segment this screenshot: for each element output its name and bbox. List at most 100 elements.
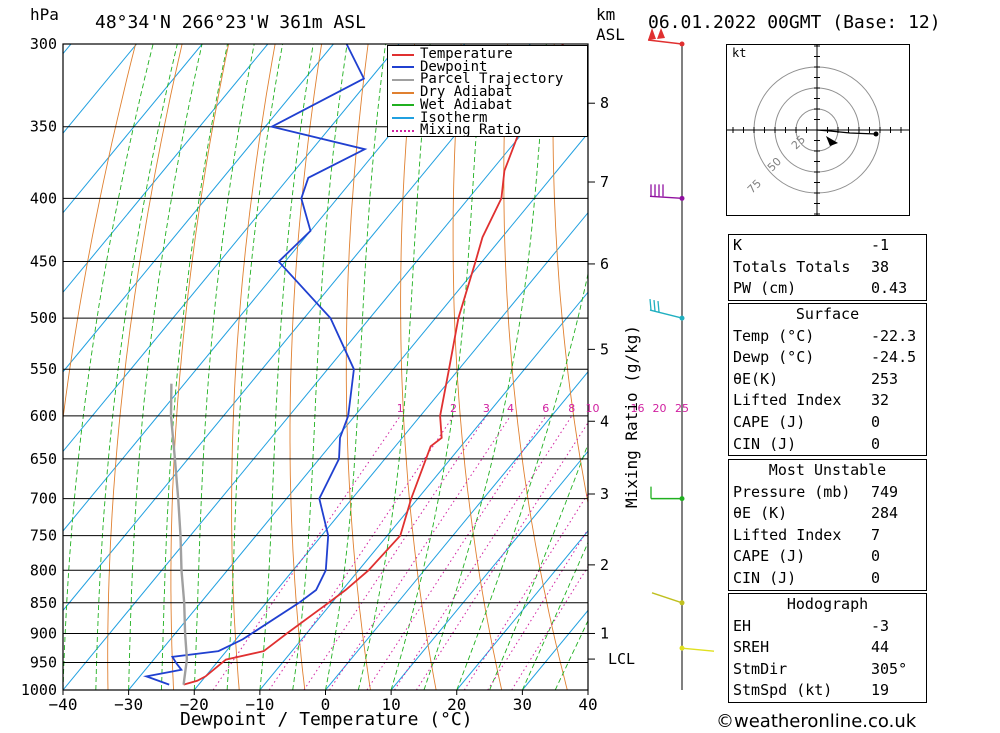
legend-label: Wet Adiabat xyxy=(420,96,513,113)
legend-entry: Dry Adiabat xyxy=(392,84,513,101)
tt-label: Totals Totals xyxy=(733,257,851,276)
mixing-ratio-label: 2 xyxy=(450,402,457,415)
surface-cape-value: 0 xyxy=(871,412,881,431)
hodograph-panel xyxy=(726,44,910,216)
hodograph-unit: kt xyxy=(732,46,747,60)
mixing-ratio-line xyxy=(415,421,588,690)
legend-label: Dry Adiabat xyxy=(420,84,513,101)
mixing-ratio-label: 4 xyxy=(507,402,514,415)
pw-label: PW (cm) xyxy=(733,279,797,298)
eh-value: -3 xyxy=(871,616,890,635)
isotherm-line xyxy=(63,52,588,690)
wet-adiabat-line xyxy=(259,44,314,690)
pressure-tick-label: 300 xyxy=(30,35,57,53)
wet-adiabat-line xyxy=(423,44,547,690)
height-tick-label: 5 xyxy=(600,340,609,358)
pressure-tick-label: 350 xyxy=(30,118,57,136)
dry-adiabat-line xyxy=(973,44,1000,690)
sreh-label: SREH xyxy=(733,638,770,657)
mixing-ratio-label: 20 xyxy=(653,402,667,415)
stmspd-label: StmSpd (kt) xyxy=(733,681,833,700)
dry-adiabat-line xyxy=(170,44,230,690)
wet-adiabat-line xyxy=(554,619,588,690)
legend-entry: Isotherm xyxy=(392,111,487,125)
mu-pressure-label: Pressure (mb) xyxy=(733,482,851,501)
pressure-tick-label: 900 xyxy=(30,624,57,642)
temperature-line xyxy=(183,44,564,686)
isotherm-line xyxy=(63,44,466,532)
tt-value: 38 xyxy=(871,257,890,276)
legend-label: Mixing Ratio xyxy=(420,122,522,139)
temperature-tick-label: 10 xyxy=(381,695,400,714)
legend-entry: Mixing Ratio xyxy=(392,122,522,139)
surface-li-label: Lifted Index xyxy=(733,391,842,410)
pressure-unit: hPa xyxy=(30,5,59,24)
mu-pressure-value: 749 xyxy=(871,482,899,501)
legend-entry: Dewpoint xyxy=(392,58,488,75)
mu-cape-value: 0 xyxy=(871,547,881,566)
surface-table: Surface Temp (°C) -22.3 Dewp (°C) -24.5 θE… xyxy=(728,303,927,457)
temperature-tick-label: −30 xyxy=(114,695,143,714)
pressure-tick-label: 450 xyxy=(30,253,57,271)
pressure-tick-label: 800 xyxy=(30,561,57,579)
surface-temp-value: -22.3 xyxy=(871,326,917,345)
mixing-ratio-label: 8 xyxy=(568,402,575,415)
mu-cin-value: 0 xyxy=(871,568,881,587)
wet-adiabat-line xyxy=(292,44,348,690)
height-unit: km xyxy=(596,5,616,24)
temperature-tick-label: −20 xyxy=(180,695,209,714)
mu-title: Most Unstable xyxy=(768,461,887,479)
isotherm-line xyxy=(63,44,137,134)
copyright[interactable]: ©weatheronline.co.uk xyxy=(716,711,917,732)
temperature-tick-label: 20 xyxy=(447,695,466,714)
pressure-tick-label: 850 xyxy=(30,594,57,612)
legend-swatch xyxy=(392,53,414,56)
mixing-ratio-label: 10 xyxy=(586,402,600,415)
height-unit-asl: ASL xyxy=(596,25,625,44)
surface-cape-label: CAPE (J) xyxy=(733,412,806,431)
wet-adiabat-line xyxy=(128,44,203,690)
height-tick-label: 7 xyxy=(600,173,609,191)
mu-cin-label: CIN (J) xyxy=(733,568,797,587)
hodo-title: Hodograph xyxy=(786,595,869,613)
legend-entry: Parcel Trajectory xyxy=(392,72,563,86)
dewpoint-line xyxy=(142,44,368,686)
stmdir-label: StmDir xyxy=(733,659,788,678)
wet-adiabat-line xyxy=(63,44,154,690)
mixing-ratio-label: 25 xyxy=(675,402,689,415)
height-tick-label: 3 xyxy=(600,485,609,503)
plot-frame xyxy=(62,43,589,691)
stmdir-value: 305° xyxy=(871,659,908,678)
dry-adiabat-line xyxy=(63,44,137,422)
legend-swatch xyxy=(392,104,414,107)
legend-entry: Wet Adiabat xyxy=(392,96,513,113)
mixing-ratio-label: 6 xyxy=(542,402,549,415)
legend-label: Dewpoint xyxy=(420,58,488,75)
k-value: -1 xyxy=(871,236,890,254)
parcel-trajectory-line xyxy=(169,383,189,685)
legend-label: Temperature xyxy=(420,46,513,62)
dry-adiabat-line xyxy=(601,44,699,690)
pw-value: 0.43 xyxy=(871,279,908,298)
legend-entry: Temperature xyxy=(392,46,513,62)
wet-adiabat-line xyxy=(226,44,284,690)
pressure-tick-label: 700 xyxy=(30,490,57,508)
pressure-tick-label: 650 xyxy=(30,450,57,468)
isotherm-line xyxy=(63,44,400,453)
temperature-tick-label: 40 xyxy=(578,695,597,714)
legend: Temperature Dewpoint Parcel Trajectory Dry … xyxy=(387,45,588,137)
surface-dewp-label: Dewp (°C) xyxy=(733,348,815,367)
pressure-tick-label: 600 xyxy=(30,407,57,425)
mixing-ratio-label: 16 xyxy=(631,402,645,415)
datetime: 06.01.2022 00GMT (Base: 12) xyxy=(648,12,941,33)
location: 48°34'N 266°23'W 361m ASL xyxy=(95,12,366,33)
isotherm-line xyxy=(63,44,334,373)
isotherm-line xyxy=(259,291,588,690)
height-tick-label: 2 xyxy=(600,556,609,574)
isotherm-line xyxy=(63,44,269,294)
surface-cin-value: 0 xyxy=(871,434,881,453)
dry-adiabat-line xyxy=(345,44,371,690)
mixing-ratio-line xyxy=(366,415,547,690)
indices-table: K -1 Totals Totals 38 PW (cm) 0.43 xyxy=(728,234,927,301)
